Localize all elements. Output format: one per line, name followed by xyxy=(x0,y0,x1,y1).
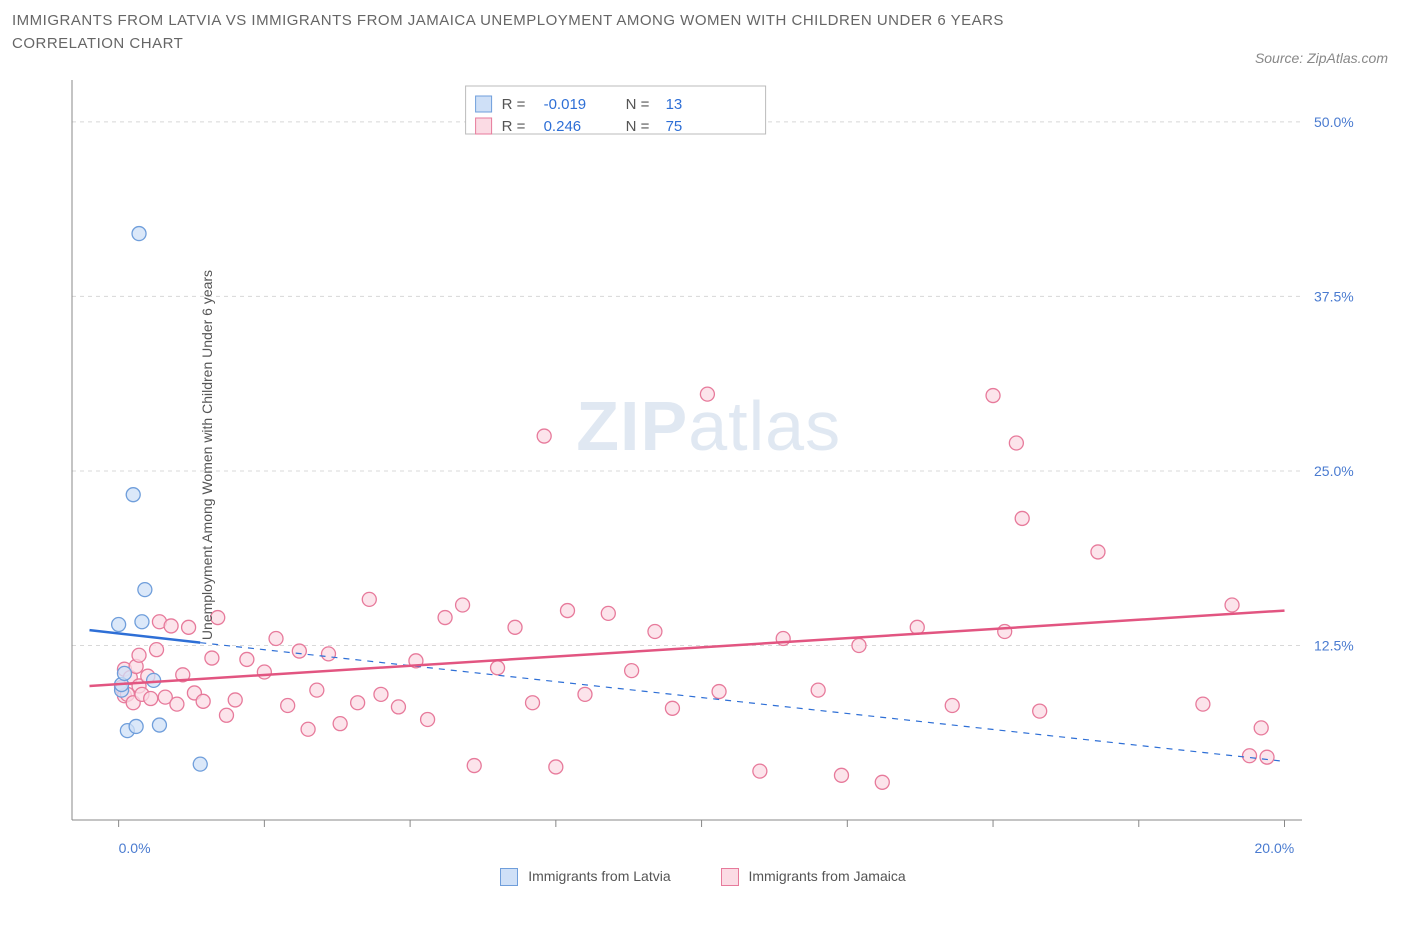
legend-item-jamaica: Immigrants from Jamaica xyxy=(721,868,906,886)
svg-text:13: 13 xyxy=(666,96,683,113)
svg-text:37.5%: 37.5% xyxy=(1314,288,1354,304)
svg-text:R =: R = xyxy=(502,118,526,135)
title-line-2: CORRELATION CHART xyxy=(12,35,1394,52)
svg-text:75: 75 xyxy=(666,118,683,135)
page-title: IMMIGRANTS FROM LATVIA VS IMMIGRANTS FRO… xyxy=(12,12,1394,52)
legend-swatch-latvia xyxy=(500,868,518,886)
svg-text:R =: R = xyxy=(502,96,526,113)
svg-text:0.246: 0.246 xyxy=(544,118,582,135)
svg-text:N =: N = xyxy=(626,118,650,135)
svg-text:25.0%: 25.0% xyxy=(1314,463,1354,479)
title-line-1: IMMIGRANTS FROM LATVIA VS IMMIGRANTS FRO… xyxy=(12,12,1394,29)
svg-text:12.5%: 12.5% xyxy=(1314,637,1354,653)
chart-canvas: 12.5%25.0%37.5%50.0%ZIPatlasR =-0.019N =… xyxy=(12,70,1372,840)
x-tick-label-min: 0.0% xyxy=(119,840,151,856)
legend-swatch-jamaica xyxy=(721,868,739,886)
svg-text:50.0%: 50.0% xyxy=(1314,114,1354,130)
svg-text:N =: N = xyxy=(626,96,650,113)
legend-item-latvia: Immigrants from Latvia xyxy=(500,868,670,886)
y-axis-label: Unemployment Among Women with Children U… xyxy=(199,270,215,640)
svg-text:-0.019: -0.019 xyxy=(544,96,587,113)
x-axis-labels: 0.0% 20.0% xyxy=(12,840,1394,862)
x-tick-label-max: 20.0% xyxy=(1255,840,1295,856)
source-attribution: Source: ZipAtlas.com xyxy=(1255,50,1388,66)
correlation-chart: Unemployment Among Women with Children U… xyxy=(12,70,1394,840)
bottom-legend: Immigrants from Latvia Immigrants from J… xyxy=(12,868,1394,886)
